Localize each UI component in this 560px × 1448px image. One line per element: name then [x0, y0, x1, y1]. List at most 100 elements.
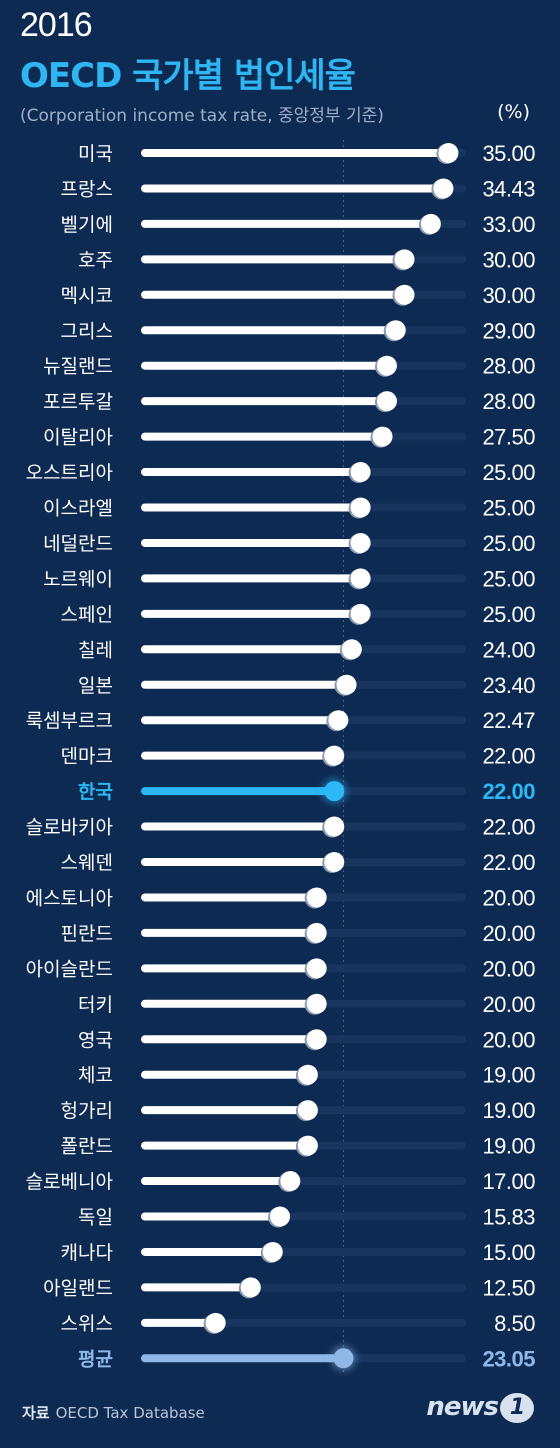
- bar-row: 슬로바키아 22.00: [26, 815, 536, 840]
- value-label: 30.00: [482, 247, 535, 272]
- category-label: 프랑스: [61, 178, 113, 200]
- value-label: 28.00: [482, 354, 535, 379]
- value-label: 28.00: [482, 389, 535, 414]
- category-label: 아이슬란드: [26, 958, 113, 980]
- data-point: [328, 710, 349, 731]
- bar-row: 미국 35.00: [78, 141, 536, 166]
- data-point: [394, 249, 415, 270]
- bar: [141, 787, 335, 796]
- bar: [141, 1283, 251, 1292]
- bar-row: 핀란드 20.00: [61, 921, 536, 946]
- data-point: [433, 178, 454, 199]
- bar-row: 이스라엘 25.00: [43, 496, 536, 521]
- category-label: 덴마크: [61, 746, 113, 768]
- data-point: [341, 639, 362, 660]
- bar: [141, 858, 335, 866]
- value-label: 27.50: [482, 425, 535, 450]
- value-label: 30.00: [482, 283, 535, 308]
- data-point: [280, 1171, 301, 1192]
- category-label: 그리스: [61, 320, 113, 342]
- value-label: 19.00: [482, 1063, 535, 1088]
- data-point: [297, 1064, 318, 1085]
- data-point: [240, 1277, 261, 1298]
- value-label: 29.00: [482, 318, 535, 343]
- bar: [141, 149, 449, 157]
- category-label: 아일랜드: [43, 1277, 113, 1299]
- logo-mark: 1: [500, 1392, 534, 1423]
- value-label: 22.00: [482, 744, 535, 769]
- value-label: 22.00: [482, 815, 535, 840]
- page-title: OECD 국가별 법인세율: [20, 56, 356, 96]
- data-point: [420, 213, 441, 234]
- bar-row: 헝가리 19.00: [61, 1098, 536, 1123]
- value-label: 15.00: [482, 1240, 535, 1265]
- bar: [141, 928, 317, 937]
- bar: [141, 184, 444, 193]
- value-label: 33.00: [482, 212, 535, 237]
- unit-label: (%): [497, 101, 530, 123]
- bar: [141, 609, 361, 618]
- value-label: 25.00: [482, 566, 535, 591]
- category-label: 호주: [78, 249, 113, 271]
- data-point: [350, 532, 371, 553]
- bar: [141, 893, 317, 902]
- category-label: 체코: [78, 1065, 113, 1087]
- category-label: 영국: [78, 1029, 113, 1051]
- value-label: 20.00: [482, 1027, 535, 1052]
- bar-row: 체코 19.00: [78, 1063, 536, 1088]
- data-point: [306, 1029, 327, 1050]
- category-label: 포르투갈: [43, 391, 113, 413]
- category-label: 스위스: [61, 1313, 113, 1335]
- bar: [141, 1106, 308, 1115]
- bar: [141, 645, 352, 654]
- value-label: 25.00: [482, 460, 535, 485]
- value-label: 20.00: [482, 885, 535, 910]
- data-point: [306, 993, 327, 1014]
- bar: [141, 822, 335, 831]
- bar-row: 캐나다 15.00: [61, 1240, 536, 1265]
- category-label: 핀란드: [61, 923, 113, 945]
- news1-logo: news 1: [426, 1392, 534, 1423]
- value-label: 17.00: [482, 1169, 535, 1194]
- value-label: 12.50: [482, 1275, 535, 1300]
- value-label: 22.00: [482, 850, 535, 875]
- data-point: [376, 391, 397, 412]
- bar: [141, 219, 431, 228]
- value-label: 20.00: [482, 956, 535, 981]
- value-label: 8.50: [494, 1311, 535, 1336]
- bar-row: 그리스 29.00: [61, 318, 536, 343]
- bar-row: 뉴질랜드 28.00: [43, 354, 536, 379]
- bar: [141, 1354, 344, 1363]
- category-label: 평균: [78, 1348, 113, 1370]
- bar-row: 덴마크 22.00: [61, 744, 536, 769]
- bar-row: 한국 22.00: [78, 779, 536, 804]
- data-point: [438, 143, 459, 163]
- logo-text: news: [426, 1392, 499, 1422]
- category-label: 룩셈부르크: [26, 710, 113, 732]
- bar-row: 아일랜드 12.50: [43, 1275, 536, 1300]
- bar-row: 폴란드 19.00: [61, 1134, 536, 1159]
- category-label: 이탈리아: [43, 427, 113, 449]
- data-point: [324, 781, 345, 802]
- bar: [141, 1212, 281, 1221]
- category-label: 일본: [78, 675, 113, 697]
- data-point: [372, 426, 393, 447]
- category-label: 멕시코: [61, 285, 113, 307]
- data-point: [324, 816, 345, 837]
- bar-row: 평균 23.05: [78, 1346, 536, 1371]
- bar: [141, 1070, 308, 1079]
- bar: [141, 751, 335, 760]
- value-label: 35.00: [482, 141, 535, 166]
- bar-row: 이탈리아 27.50: [43, 425, 536, 450]
- bar: [141, 538, 361, 547]
- bar: [141, 680, 347, 689]
- data-point: [394, 284, 415, 305]
- category-label: 폴란드: [61, 1136, 113, 1158]
- bar-row: 벨기에 33.00: [61, 212, 536, 237]
- data-point: [376, 355, 397, 376]
- bar-row: 네덜란드 25.00: [43, 531, 536, 556]
- data-point: [306, 887, 327, 908]
- category-label: 이스라엘: [43, 498, 113, 520]
- bar-row: 일본 23.40: [78, 673, 536, 698]
- category-label: 오스트리아: [26, 462, 113, 484]
